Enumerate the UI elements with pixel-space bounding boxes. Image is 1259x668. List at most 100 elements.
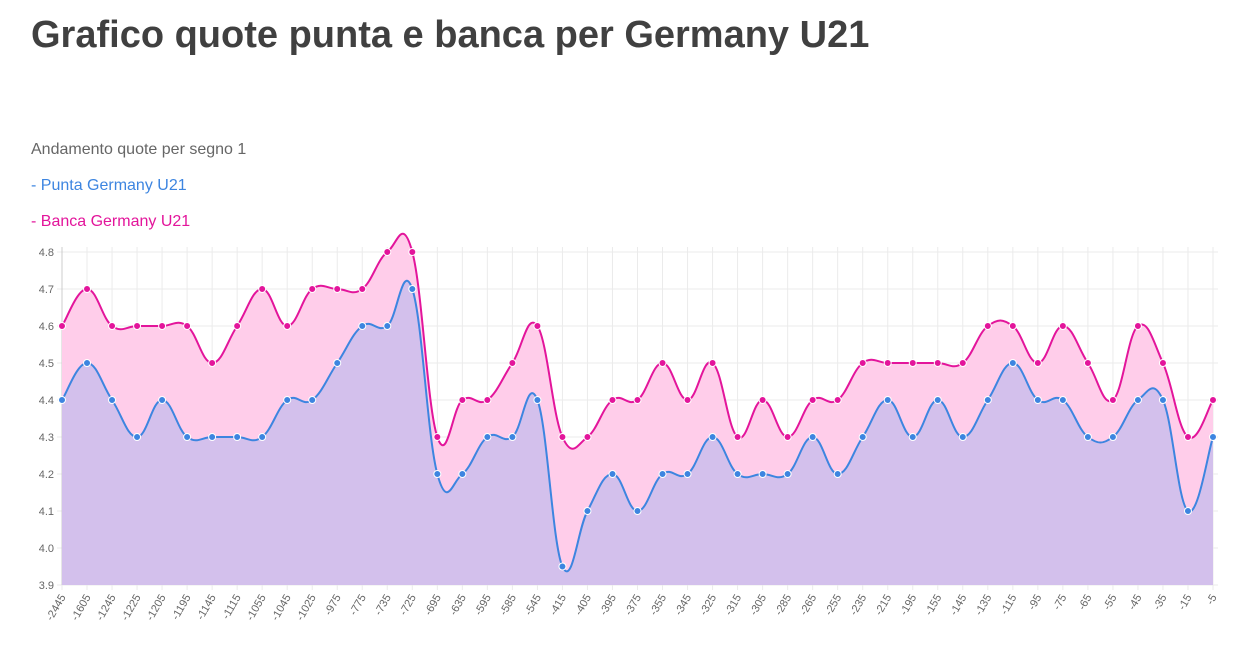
x-tick-label: -255 (823, 593, 844, 618)
point (383, 322, 392, 330)
point (1108, 433, 1117, 441)
x-tick-label: -55 (1101, 593, 1119, 613)
point (1209, 396, 1217, 404)
point (858, 359, 867, 367)
point (458, 396, 467, 404)
x-tick-label: -1055 (244, 593, 268, 623)
point (483, 433, 492, 441)
x-tick-label: -195 (898, 593, 919, 618)
point (133, 433, 142, 441)
x-tick-label: -155 (923, 593, 944, 618)
point (658, 359, 667, 367)
point (433, 470, 442, 478)
point (683, 396, 692, 404)
point (908, 359, 917, 367)
point (158, 396, 167, 404)
point (208, 433, 217, 441)
x-tick-label: -1245 (94, 593, 118, 623)
x-tick-label: -1145 (195, 593, 219, 623)
point (258, 433, 267, 441)
point (1058, 396, 1067, 404)
point (258, 285, 267, 293)
point (808, 433, 817, 441)
point (508, 359, 517, 367)
point (1083, 359, 1092, 367)
point (958, 433, 967, 441)
x-tick-label: -725 (397, 593, 418, 618)
point (983, 396, 992, 404)
point (333, 285, 342, 293)
chart-subtitle: Andamento quote per segno 1 (31, 141, 247, 158)
point (1158, 359, 1167, 367)
x-tick-label: -695 (423, 593, 444, 618)
y-tick-label: 4.6 (39, 321, 54, 333)
point (558, 433, 567, 441)
point (483, 396, 492, 404)
point (58, 322, 66, 330)
point (1083, 433, 1092, 441)
point (533, 322, 542, 330)
y-tick-label: 4.2 (39, 469, 54, 481)
point (1058, 322, 1067, 330)
x-tick-label: -415 (548, 593, 569, 618)
x-tick-label: -285 (773, 593, 794, 618)
x-tick-label: -115 (998, 593, 1019, 617)
point (333, 359, 342, 367)
point (458, 470, 467, 478)
x-tick-label: -355 (648, 593, 669, 618)
point (533, 396, 542, 404)
point (1133, 396, 1142, 404)
x-tick-label: -1045 (269, 593, 293, 623)
x-tick-label: -395 (598, 593, 619, 618)
point (408, 248, 417, 256)
point (433, 433, 442, 441)
point (208, 359, 217, 367)
point (883, 396, 892, 404)
point (233, 322, 242, 330)
point (133, 322, 142, 330)
x-tick-label: -45 (1126, 593, 1144, 613)
y-tick-label: 4.4 (39, 395, 54, 407)
y-tick-label: 4.1 (39, 506, 54, 518)
x-tick-label: -305 (748, 593, 769, 618)
y-tick-label: 3.9 (39, 580, 54, 592)
point (283, 322, 292, 330)
point (108, 322, 117, 330)
x-tick-label: -65 (1076, 593, 1094, 613)
x-tick-label: -235 (848, 593, 869, 618)
point (383, 248, 392, 256)
point (933, 396, 942, 404)
x-tick-label: -1205 (144, 593, 168, 623)
point (1158, 396, 1167, 404)
point (558, 562, 567, 571)
point (708, 359, 717, 367)
point (1033, 359, 1042, 367)
x-tick-label: -585 (498, 593, 519, 618)
x-tick-label: -2445 (44, 593, 68, 623)
y-tick-label: 4.3 (39, 432, 54, 444)
point (83, 359, 92, 367)
point (583, 507, 592, 515)
point (183, 322, 192, 330)
x-tick-label: -75 (1051, 593, 1069, 613)
x-tick-label: -325 (698, 593, 719, 618)
point (308, 396, 317, 404)
x-tick-label: -1025 (294, 593, 318, 623)
point (158, 322, 167, 330)
point (308, 285, 317, 293)
point (908, 433, 917, 441)
x-tick-label: -135 (973, 593, 994, 618)
x-tick-label: -1605 (69, 593, 93, 623)
x-tick-label: -5 (1204, 593, 1219, 607)
point (783, 470, 792, 478)
point (83, 285, 92, 293)
x-tick-label: -215 (873, 593, 894, 618)
x-tick-label: -315 (723, 593, 744, 618)
point (183, 433, 192, 441)
y-tick-label: 4.5 (39, 358, 54, 370)
point (783, 433, 792, 441)
point (1033, 396, 1042, 404)
x-tick-label: -15 (1176, 593, 1194, 613)
